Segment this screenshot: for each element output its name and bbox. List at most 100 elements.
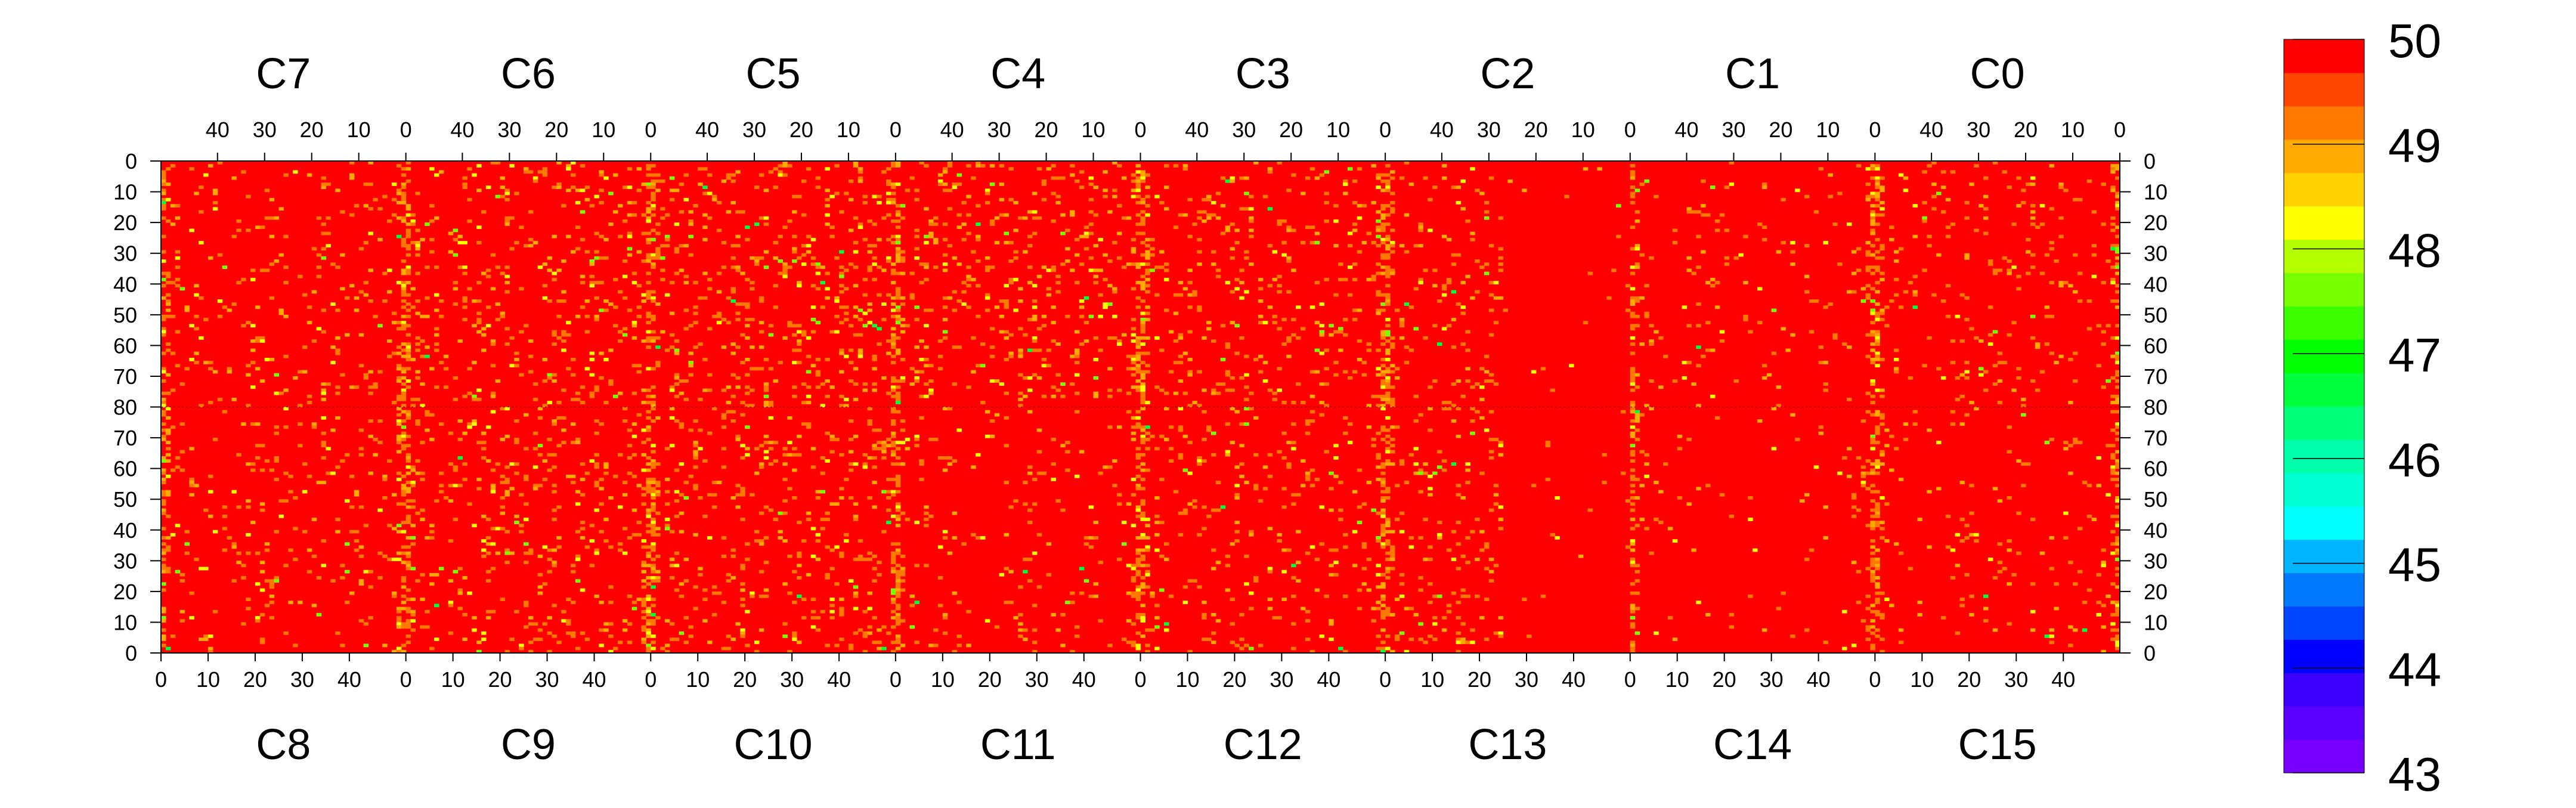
- heatmap-cell: [721, 179, 727, 183]
- heatmap-cell: [589, 373, 595, 377]
- heatmap-cell: [457, 456, 463, 460]
- heatmap-cell: [377, 370, 383, 374]
- heatmap-cell: [853, 250, 859, 254]
- heatmap-cell: [1686, 207, 1692, 211]
- heatmap-cell: [1903, 422, 1909, 426]
- heatmap-cell: [594, 317, 599, 321]
- heatmap-cell: [1917, 612, 1922, 617]
- heatmap-cell: [1385, 188, 1391, 193]
- heatmap-cell: [1357, 204, 1363, 208]
- heatmap-cell: [1385, 271, 1391, 275]
- heatmap-cell: [853, 314, 859, 318]
- heatmap-cell: [909, 595, 915, 598]
- heatmap-cell: [542, 262, 548, 266]
- heatmap-cell: [354, 296, 360, 300]
- heatmap-cell: [344, 453, 350, 457]
- heatmap-cell: [1305, 176, 1311, 180]
- heatmap-cell: [1870, 342, 1875, 346]
- heatmap-cell: [1267, 606, 1273, 611]
- heatmap-cell: [1145, 305, 1150, 309]
- heatmap-cell: [815, 176, 821, 180]
- heatmap-cell: [561, 348, 566, 352]
- heatmap-cell: [1498, 441, 1504, 444]
- heatmap-cell: [1390, 444, 1395, 448]
- heatmap-cell: [524, 447, 529, 451]
- heatmap-cell: [1112, 459, 1117, 463]
- heatmap-cell: [485, 536, 491, 540]
- heatmap-cell: [349, 173, 355, 177]
- heatmap-cell: [782, 262, 788, 266]
- heatmap-cell: [396, 471, 402, 475]
- heatmap-cell: [542, 478, 548, 481]
- heatmap-cell: [1630, 314, 1636, 318]
- heatmap-cell: [641, 579, 646, 583]
- heatmap-cell: [608, 191, 614, 196]
- heatmap-cell: [881, 456, 887, 460]
- heatmap-cell: [165, 490, 171, 494]
- heatmap-cell: [782, 161, 788, 165]
- heatmap-cell: [745, 391, 750, 395]
- heatmap-cell: [1790, 250, 1795, 254]
- heatmap-cell: [1041, 197, 1047, 202]
- heatmap-cell: [1135, 585, 1141, 589]
- heatmap-cell: [1202, 219, 1207, 223]
- heatmap-cell: [726, 579, 732, 583]
- heatmap-cell: [401, 271, 407, 275]
- heatmap-cell: [1912, 305, 1918, 309]
- heatmap-cell: [311, 290, 317, 294]
- heatmap-cell: [994, 241, 1000, 244]
- heatmap-cell: [1380, 342, 1386, 346]
- heatmap-cell: [1729, 182, 1735, 186]
- heatmap-cell: [1187, 358, 1193, 361]
- heatmap-cell: [1654, 330, 1659, 334]
- heatmap-cell: [636, 364, 642, 368]
- heatmap-cell: [890, 185, 896, 190]
- heatmap-cell: [401, 194, 407, 199]
- heatmap-cell: [1630, 478, 1636, 481]
- heatmap-cell: [1361, 373, 1367, 377]
- heatmap-cell: [1884, 305, 1890, 309]
- heatmap-cell: [321, 564, 326, 568]
- heatmap-cell: [1036, 216, 1042, 220]
- heatmap-cell: [782, 271, 788, 275]
- heatmap-cell: [787, 591, 792, 595]
- heatmap-cell: [1875, 505, 1880, 509]
- heatmap-cell: [504, 274, 510, 278]
- heatmap-cell: [890, 431, 896, 435]
- heatmap-cell: [1145, 351, 1150, 355]
- heatmap-cell: [1936, 367, 1942, 371]
- heatmap-cell: [580, 536, 586, 540]
- heatmap-cell: [1225, 555, 1231, 558]
- heatmap-cell: [1376, 453, 1381, 457]
- heatmap-cell: [1630, 425, 1636, 429]
- heatmap-cell: [782, 268, 788, 273]
- heatmap-cell: [1103, 188, 1108, 193]
- heatmap-cell: [1399, 244, 1405, 247]
- heatmap-cell: [363, 182, 369, 186]
- heatmap-cell: [495, 161, 501, 165]
- heatmap-cell: [810, 555, 816, 558]
- heatmap-cell: [1046, 287, 1052, 291]
- heatmap-cell: [368, 616, 373, 620]
- heatmap-cell: [368, 585, 373, 589]
- heatmap-cell: [1197, 533, 1202, 537]
- heatmap-cell: [1225, 281, 1231, 284]
- heatmap-cell: [2110, 530, 2116, 534]
- heatmap-cell: [1893, 348, 1899, 352]
- heatmap-cell: [1950, 410, 1956, 414]
- heatmap-cell: [754, 185, 760, 190]
- heatmap-cell: [627, 201, 633, 205]
- heatmap-cell: [1079, 450, 1085, 454]
- heatmap-cell: [274, 530, 280, 534]
- heatmap-cell: [1145, 569, 1150, 574]
- heatmap-cell: [881, 447, 887, 451]
- heatmap-cell: [1884, 444, 1890, 448]
- heatmap-cell: [1032, 373, 1038, 377]
- heatmap-cell: [1333, 561, 1339, 565]
- heatmap-cell: [1079, 314, 1085, 318]
- heatmap-cell: [500, 176, 506, 180]
- heatmap-cell: [919, 339, 924, 343]
- heatmap-cell: [161, 490, 166, 494]
- heatmap-cell: [674, 271, 680, 275]
- heatmap-cell: [1140, 330, 1145, 334]
